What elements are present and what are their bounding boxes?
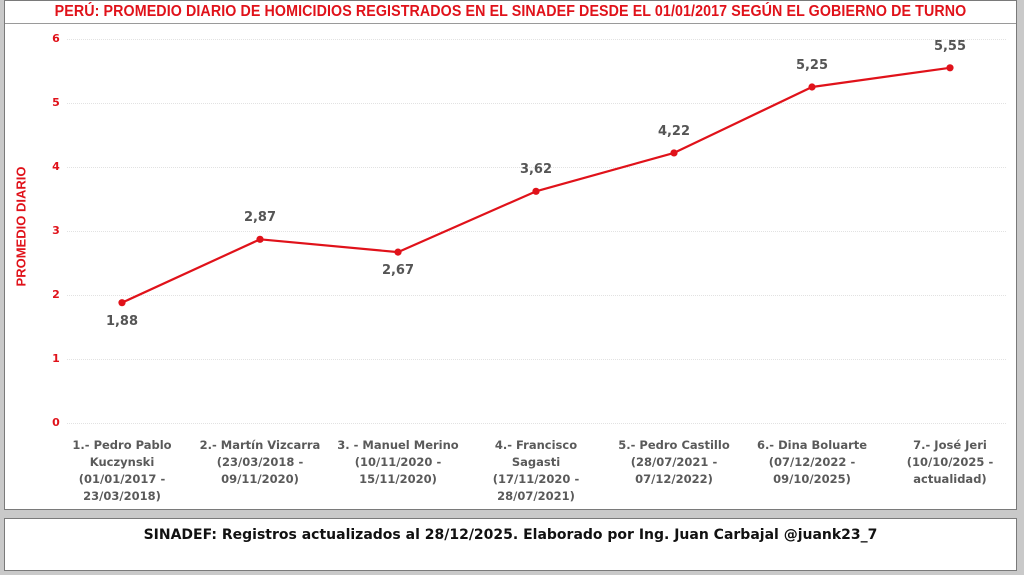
x-category-1: 1.- Pedro Pablo Kuczynski (01/01/2017 - … <box>72 438 172 503</box>
footer-panel: SINADEF: Registros actualizados al 28/12… <box>4 518 1017 571</box>
x-category-7: 7.- José Jeri (10/10/2025 - actualidad) <box>906 438 994 486</box>
title-bar: PERÚ: PROMEDIO DIARIO DE HOMICIDIOS REGI… <box>5 1 1016 24</box>
y-tick-3: 3 <box>52 224 60 237</box>
y-tick-2: 2 <box>52 288 60 301</box>
data-point <box>532 187 540 195</box>
gridline <box>67 359 1006 360</box>
gridline <box>67 295 1006 296</box>
gridline <box>67 231 1006 232</box>
data-point <box>394 248 402 256</box>
chart-title: PERÚ: PROMEDIO DIARIO DE HOMICIDIOS REGI… <box>54 3 967 20</box>
x-category-3: 3. - Manuel Merino (10/11/2020 - 15/11/2… <box>337 438 459 486</box>
x-category-5: 5.- Pedro Castillo (28/07/2021 - 07/12/2… <box>618 438 730 486</box>
x-category-4: 4.- Francisco Sagasti (17/11/2020 - 28/0… <box>492 438 580 503</box>
data-label: 2,67 <box>381 263 415 279</box>
data-label: 4,22 <box>657 123 691 139</box>
data-point <box>118 299 126 307</box>
gridline <box>67 423 1006 424</box>
line-plot <box>118 64 954 307</box>
y-tick-0: 0 <box>52 416 60 429</box>
data-label: 5,55 <box>933 38 967 54</box>
y-tick-1: 1 <box>52 352 60 365</box>
gridline <box>67 39 1006 40</box>
chart-panel: PERÚ: PROMEDIO DIARIO DE HOMICIDIOS REGI… <box>4 0 1017 510</box>
x-category-2: 2.- Martín Vizcarra (23/03/2018 - 09/11/… <box>199 438 321 486</box>
data-label: 5,25 <box>795 58 829 73</box>
y-tick-6: 6 <box>52 32 60 45</box>
y-tick-4: 4 <box>52 160 60 173</box>
gridline <box>67 167 1006 168</box>
data-point <box>670 149 678 157</box>
data-label: 3,62 <box>519 162 553 178</box>
data-label: 1,88 <box>105 313 139 329</box>
source-note: SINADEF: Registros actualizados al 28/12… <box>143 527 878 543</box>
data-point <box>946 64 954 72</box>
gridline <box>67 103 1006 104</box>
y-tick-5: 5 <box>52 96 60 109</box>
data-point <box>256 235 264 243</box>
data-point <box>808 83 816 91</box>
x-category-6: 6.- Dina Boluarte (07/12/2022 - 09/10/20… <box>756 438 868 486</box>
data-label: 2,87 <box>243 210 277 226</box>
